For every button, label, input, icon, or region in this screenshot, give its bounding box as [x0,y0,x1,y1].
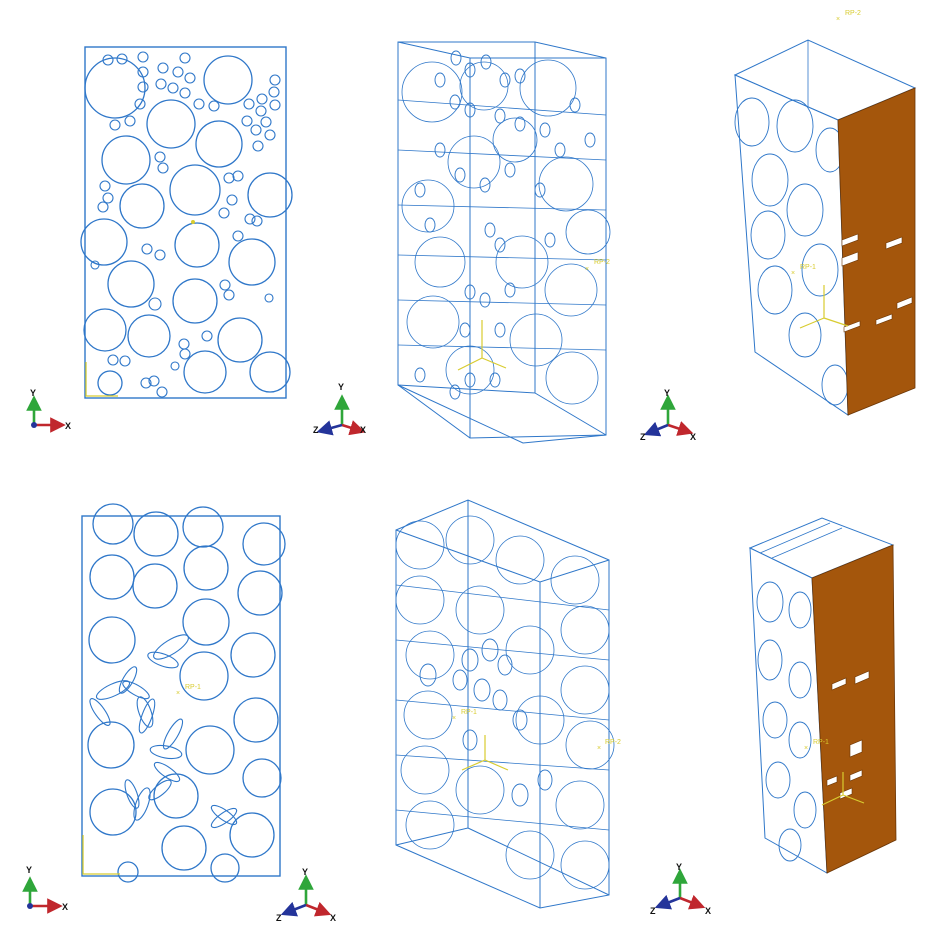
triad-xyz-panel6: Y X Z [650,862,711,916]
small-circles [90,51,281,398]
svg-text:×: × [791,270,795,277]
axis-label-z: Z [640,432,646,442]
reference-point-rp1-panel6: × RP-1 [804,739,865,806]
local-axis-marker [82,835,120,875]
face-openings [826,670,870,800]
specimen-outline [84,46,287,399]
axis-label-y: Y [302,867,308,877]
svg-text:×: × [597,745,601,752]
face-openings [841,233,913,333]
axis-label-y: Y [26,865,32,875]
axis-label-x: X [690,432,696,442]
svg-text:×: × [585,266,589,273]
axis-label-y: Y [676,862,682,872]
triad-xyz-panel3: Y X Z [640,388,696,442]
axis-label-x: X [62,902,68,912]
box-left-face [734,74,849,416]
small-cylinders [414,50,596,400]
axis-label-y: Y [338,382,344,392]
axis-label-y: Y [664,388,670,398]
loaded-face [837,87,916,416]
axis-label-y: Y [30,388,36,398]
axis-label-x: X [705,906,711,916]
panel-3d-wireframe-top [397,41,611,444]
panel-3d-wireframe-bottom [395,499,615,909]
rp-label: RP-2 [845,10,861,17]
panel-2d-ellipses-bottom [81,503,286,883]
svg-text:×: × [836,16,840,23]
reference-point-rp2-top: × RP-2 [836,10,861,23]
svg-text:×: × [804,745,808,752]
panel-2d-circles-top [80,46,293,399]
svg-text:×: × [176,690,180,697]
triad-xy-panel4: Y X [22,865,68,914]
elliptical-cylinders [419,638,553,807]
panel-3d-loaded-bottom [748,517,897,874]
reference-point-rp2-mid: × RP-2 [457,259,610,371]
rp-label: RP-2 [605,739,621,746]
axis-label-z: Z [276,913,282,923]
axis-label-x: X [360,425,366,435]
triad-xy-panel1: Y X [26,388,71,433]
reference-point-rp1-panel4: × RP-1 [176,684,201,697]
rp-label: RP-1 [185,684,201,691]
axis-label-x: X [330,913,336,923]
panel-3d-loaded-top [733,39,917,416]
rp-label: RP-2 [594,259,610,266]
rp-label: RP-1 [800,264,816,271]
reference-point-rp1-panel3: × RP-1 [791,264,849,329]
specimen-outline [81,515,281,877]
rp-label: RP-1 [461,709,477,716]
triad-xyz-panel5: Y X Z [276,867,336,923]
reference-point-rp1-panel5: × RP-1 [452,709,509,771]
loaded-face [811,544,897,874]
local-axis-marker [85,220,195,397]
axis-label-z: Z [313,425,319,435]
axis-label-z: Z [650,906,656,916]
box-outline [395,499,610,909]
axis-label-x: X [65,421,71,431]
svg-text:×: × [452,715,456,722]
rp-label: RP-1 [813,739,829,746]
reference-point-rp2-panel5: × RP-2 [597,739,621,752]
elliptical-inclusions [89,634,238,829]
large-circles [80,55,293,396]
triad-xyz-panel2: Y X Z [313,382,366,436]
